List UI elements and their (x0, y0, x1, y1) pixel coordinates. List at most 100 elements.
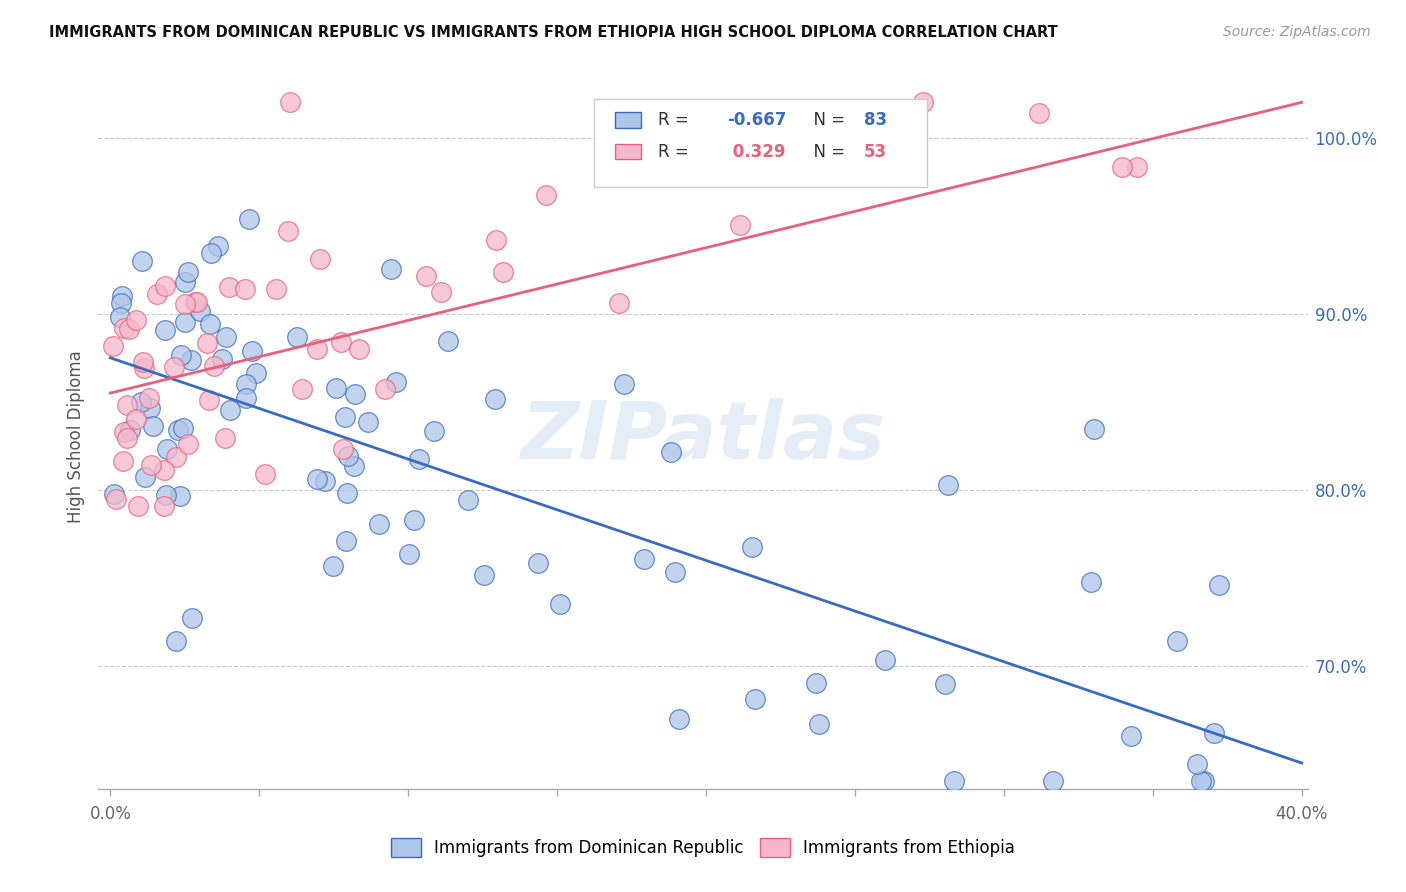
Point (169, 489, 191, 503)
Point (336, 486, 359, 500)
Point (195, 335, 218, 350)
Text: N =: N = (803, 143, 851, 161)
Point (218, 280, 240, 294)
Point (337, 449, 360, 463)
Point (938, 478, 960, 492)
Text: R =: R = (658, 143, 695, 161)
Point (437, 334, 460, 349)
Point (343, 459, 366, 474)
Point (278, 95, 301, 110)
Point (264, 283, 287, 297)
Point (238, 212, 260, 227)
Point (138, 391, 160, 405)
Point (180, 353, 202, 368)
Point (115, 432, 138, 446)
Point (385, 375, 408, 389)
Point (357, 415, 380, 429)
Point (235, 377, 257, 392)
Point (613, 377, 636, 392)
Y-axis label: High School Diploma: High School Diploma (66, 351, 84, 524)
Point (285, 330, 308, 344)
Point (1121, 729, 1143, 743)
Point (188, 304, 211, 318)
Point (214, 431, 236, 445)
Point (343, 386, 366, 401)
Point (1126, 160, 1149, 174)
Point (173, 297, 195, 311)
Point (1189, 773, 1212, 788)
Point (156, 442, 179, 456)
Point (380, 261, 402, 276)
Point (115, 399, 138, 413)
Point (211, 352, 233, 367)
Point (186, 294, 208, 309)
Point (484, 392, 506, 406)
Point (415, 269, 437, 284)
Point (374, 382, 396, 396)
Point (305, 342, 328, 356)
Point (134, 469, 156, 483)
Point (215, 329, 238, 343)
Point (290, 382, 312, 396)
Point (131, 253, 153, 268)
Point (873, 653, 896, 667)
Point (367, 517, 389, 532)
Point (110, 295, 132, 310)
Point (1204, 726, 1226, 740)
Point (728, 219, 751, 233)
Point (332, 442, 354, 456)
Point (153, 323, 176, 337)
Point (153, 279, 176, 293)
Point (200, 246, 222, 260)
Text: R =: R = (658, 111, 695, 129)
Point (170, 348, 193, 362)
Point (219, 402, 242, 417)
Point (1080, 574, 1102, 589)
Legend: Immigrants from Dominican Republic, Immigrants from Ethiopia: Immigrants from Dominican Republic, Immi… (385, 833, 1021, 863)
Point (526, 556, 548, 570)
Point (534, 188, 557, 202)
Point (108, 310, 131, 325)
Point (103, 486, 125, 500)
Point (153, 462, 176, 476)
Text: IMMIGRANTS FROM DOMINICAN REPUBLIC VS IMMIGRANTS FROM ETHIOPIA HIGH SCHOOL DIPLO: IMMIGRANTS FROM DOMINICAN REPUBLIC VS IM… (49, 25, 1057, 40)
Point (325, 381, 347, 395)
Point (103, 339, 125, 353)
Point (934, 677, 956, 691)
Point (254, 467, 277, 481)
Point (668, 712, 690, 726)
Point (165, 450, 187, 464)
Point (457, 493, 479, 508)
Point (402, 513, 425, 527)
Point (633, 551, 655, 566)
Point (309, 252, 332, 267)
Point (112, 321, 135, 335)
FancyBboxPatch shape (614, 112, 641, 128)
Point (335, 533, 357, 548)
Point (235, 391, 257, 405)
Point (472, 568, 495, 582)
Point (314, 474, 336, 488)
Point (132, 354, 155, 368)
Point (423, 424, 446, 438)
Point (198, 318, 221, 332)
Point (240, 344, 263, 359)
Point (174, 275, 197, 289)
Point (127, 499, 149, 513)
Point (173, 315, 195, 329)
Point (1192, 773, 1215, 788)
Text: N =: N = (803, 111, 851, 129)
Point (125, 412, 148, 426)
Point (548, 597, 571, 611)
Point (408, 452, 430, 467)
Text: 53: 53 (863, 143, 887, 161)
Text: Source: ZipAtlas.com: Source: ZipAtlas.com (1223, 25, 1371, 39)
Point (664, 566, 686, 580)
Point (139, 401, 162, 415)
Point (335, 409, 357, 424)
FancyBboxPatch shape (614, 144, 641, 160)
Point (485, 233, 508, 247)
Point (741, 541, 763, 555)
Point (277, 224, 299, 238)
Point (125, 313, 148, 327)
